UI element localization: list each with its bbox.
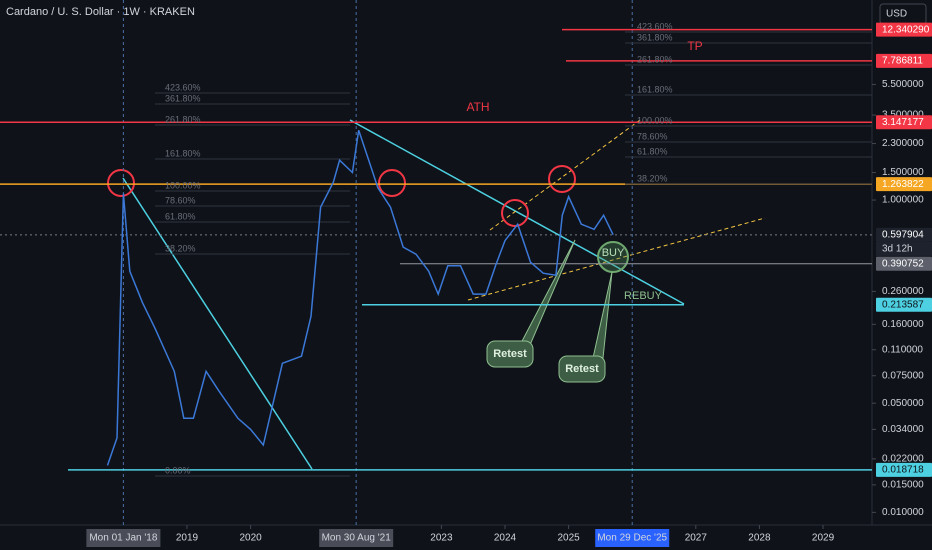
- channel-line: [467, 217, 766, 301]
- price-line: [106, 129, 614, 466]
- price-tag-label: 0.390752: [882, 258, 924, 269]
- y-tick-label: 1.500000: [882, 167, 924, 178]
- buy-circle: [597, 241, 629, 273]
- y-tick-label: 0.110000: [882, 344, 923, 355]
- countdown-box: [876, 241, 932, 256]
- fib-label: 161.80%: [637, 84, 673, 94]
- fib-label: 361.80%: [637, 32, 673, 42]
- y-tick-label: 0.034000: [882, 424, 924, 435]
- x-tick-label: 2024: [494, 533, 517, 544]
- price-tag: [876, 256, 932, 271]
- fib-label: 38.20%: [637, 173, 668, 183]
- channel-line: [489, 119, 641, 231]
- price-tag-label: 1.263822: [882, 179, 924, 190]
- y-tick-label: 0.050000: [882, 398, 924, 409]
- fib-label: 261.80%: [637, 54, 673, 64]
- price-tag-label: 0.597904: [882, 230, 924, 241]
- y-tick-label: 2.300000: [882, 138, 924, 149]
- crosshair-label: Mon 30 Aug '21: [322, 533, 392, 544]
- crosshair-label: Mon 29 Dec '25: [597, 533, 667, 544]
- price-tag: [876, 227, 932, 242]
- y-tick-label: 3.500000: [882, 110, 924, 121]
- fib-label: 161.80%: [165, 148, 201, 158]
- fib-label: 78.60%: [637, 131, 668, 141]
- price-tag-label: 3.147177: [882, 117, 924, 128]
- countdown: 3d 12h: [882, 244, 913, 255]
- trend-line: [349, 119, 685, 305]
- fib-label: 261.80%: [165, 114, 201, 124]
- x-tick-label: 2025: [557, 533, 580, 544]
- fib-label: 100.00%: [165, 180, 201, 190]
- fib-label: 0.00%: [165, 465, 191, 475]
- fib-label: 78.60%: [165, 195, 196, 205]
- y-tick-label: 0.160000: [882, 319, 924, 330]
- price-tag: [876, 53, 932, 68]
- y-tick-label: 0.075000: [882, 370, 924, 381]
- price-tag-label: 7.786811: [882, 55, 923, 66]
- fib-label: 423.60%: [165, 82, 201, 92]
- chart-title: Cardano / U. S. Dollar · 1W · KRAKEN: [6, 6, 195, 18]
- price-tag: [876, 22, 932, 37]
- highlight-circle: [501, 199, 529, 227]
- y-tick-label: 5.500000: [882, 79, 924, 90]
- fib-label: 361.80%: [165, 93, 201, 103]
- y-tick-label: 0.015000: [882, 480, 924, 491]
- fib-label: 100.00%: [637, 115, 673, 125]
- annotation: REBUY: [624, 290, 663, 302]
- annotation: TP: [687, 39, 702, 53]
- annotation: Retest: [493, 348, 527, 360]
- callout-box: [486, 340, 534, 368]
- fib-label: 38.20%: [165, 243, 196, 253]
- x-tick-label: 2019: [176, 533, 199, 544]
- price-tag: [876, 297, 932, 312]
- crosshair-label: Mon 01 Jan '18: [89, 533, 158, 544]
- fib-label: 61.80%: [637, 146, 668, 156]
- annotation: Retest: [565, 363, 599, 375]
- currency-label: USD: [886, 9, 907, 20]
- y-tick-label: 0.010000: [882, 507, 924, 518]
- y-tick-label: 1.000000: [882, 195, 924, 206]
- trend-line: [122, 177, 313, 470]
- x-tick-label: 2028: [748, 533, 771, 544]
- highlight-circle: [378, 169, 406, 197]
- drawings: [0, 0, 872, 525]
- price-tag: [876, 462, 932, 477]
- x-tick-label: 2029: [812, 533, 835, 544]
- crosshair-tag: [86, 529, 161, 547]
- price-tag: [876, 115, 932, 130]
- x-tick-label: 2020: [239, 533, 262, 544]
- fib-label: 423.60%: [637, 21, 673, 31]
- price-tag-label: 0.213587: [882, 299, 924, 310]
- crosshair-tag: [595, 529, 670, 547]
- highlight-circle: [107, 169, 135, 197]
- x-tick-label: 2023: [430, 533, 453, 544]
- crosshair-tag: [319, 529, 394, 547]
- callout-box: [558, 355, 606, 383]
- x-tick-label: 2027: [685, 533, 708, 544]
- y-tick-label: 0.022000: [882, 454, 924, 465]
- price-tag: [876, 177, 932, 192]
- annotation: ATH: [466, 100, 489, 114]
- fib-label: 61.80%: [165, 211, 196, 221]
- price-tag-label: 0.018718: [882, 464, 924, 475]
- annotation: BUY: [602, 247, 625, 259]
- highlight-circle: [548, 165, 576, 193]
- price-tag-label: 12.340290: [882, 24, 930, 35]
- y-tick-label: 0.260000: [882, 286, 924, 297]
